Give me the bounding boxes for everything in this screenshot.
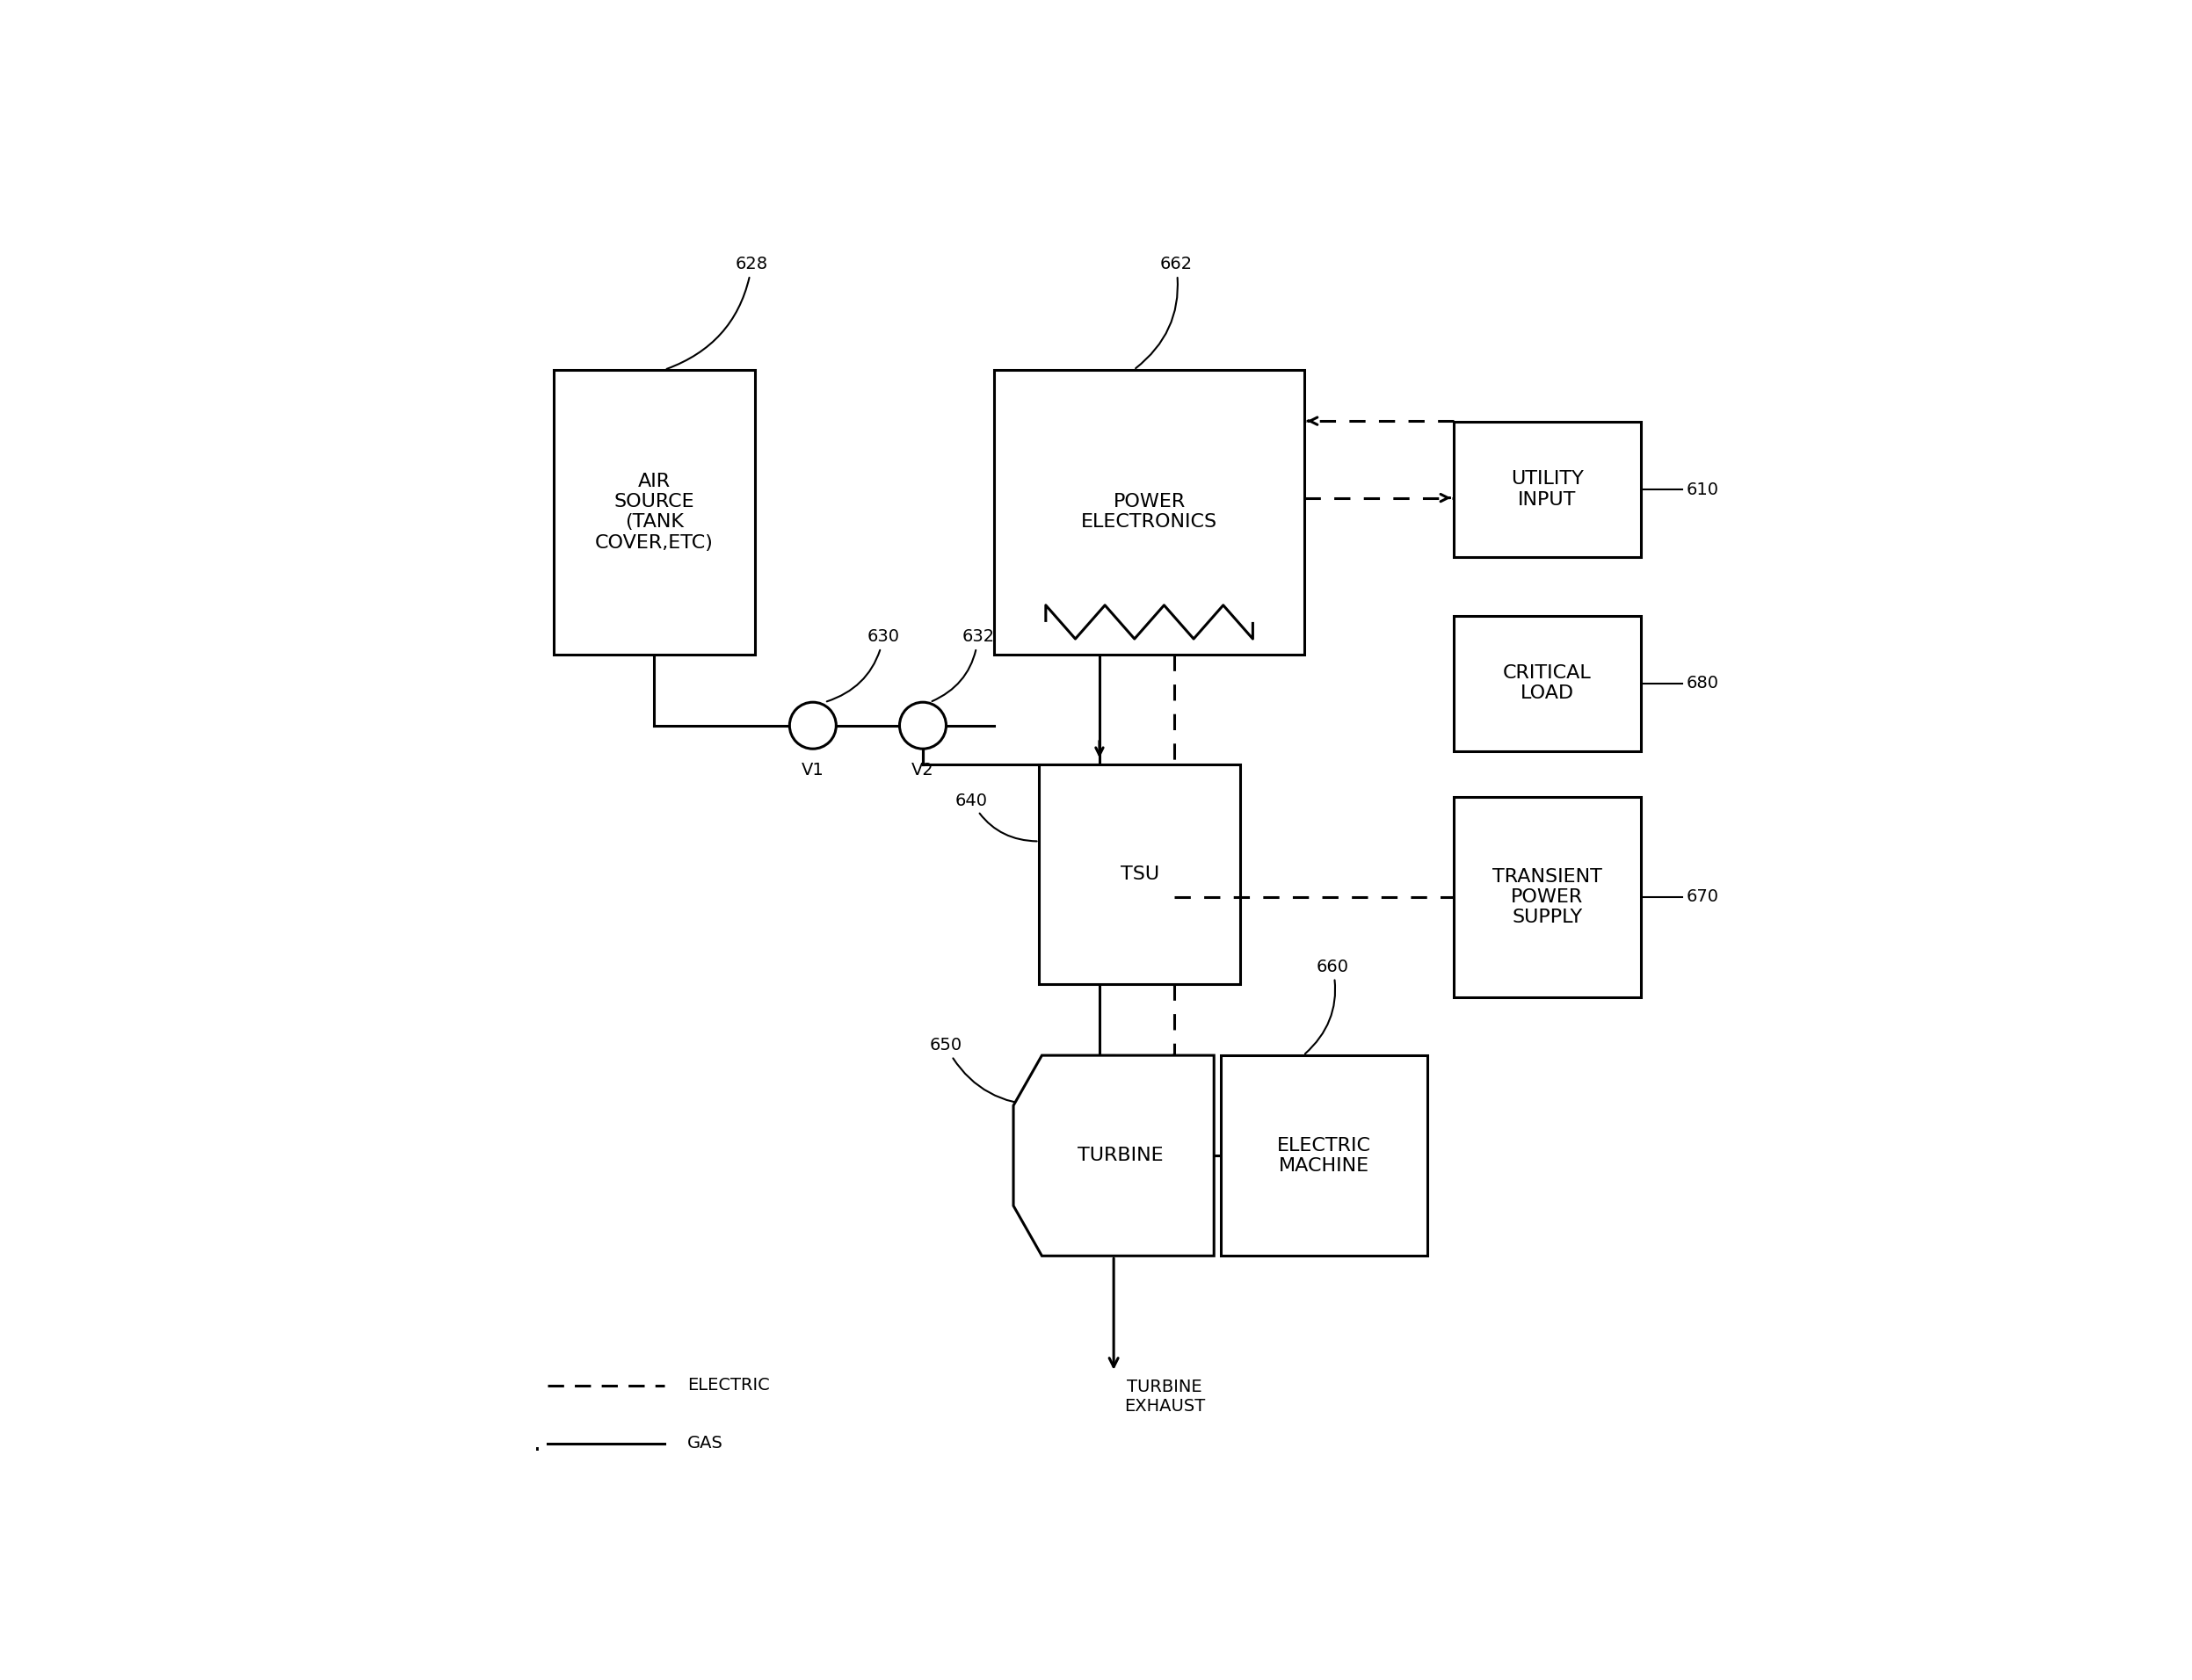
Text: 662: 662 xyxy=(1135,255,1192,368)
Bar xyxy=(1221,1055,1427,1257)
Text: POWER
ELECTRONICS: POWER ELECTRONICS xyxy=(1081,494,1217,531)
Text: 660: 660 xyxy=(1304,959,1348,1053)
Bar xyxy=(555,370,754,655)
Text: 650: 650 xyxy=(929,1037,1039,1105)
Text: V2: V2 xyxy=(912,761,934,778)
Text: 610: 610 xyxy=(1686,480,1719,497)
Text: ELECTRIC
MACHINE: ELECTRIC MACHINE xyxy=(1278,1137,1370,1174)
Text: .: . xyxy=(533,1431,541,1457)
Text: TURBINE
EXHAUST: TURBINE EXHAUST xyxy=(1124,1379,1206,1415)
Text: 680: 680 xyxy=(1686,675,1719,692)
Text: 632: 632 xyxy=(932,628,995,701)
Bar xyxy=(1453,796,1642,998)
Text: AIR
SOURCE
(TANK
COVER,ETC): AIR SOURCE (TANK COVER,ETC) xyxy=(594,472,715,551)
Text: UTILITY
INPUT: UTILITY INPUT xyxy=(1510,470,1583,509)
Polygon shape xyxy=(1013,1055,1214,1257)
Text: ELECTRIC: ELECTRIC xyxy=(688,1378,769,1394)
Bar xyxy=(1039,764,1241,984)
Text: TRANSIENT
POWER
SUPPLY: TRANSIENT POWER SUPPLY xyxy=(1493,869,1602,926)
Bar xyxy=(1453,615,1642,751)
Text: 630: 630 xyxy=(826,628,899,702)
Text: TURBINE: TURBINE xyxy=(1076,1147,1164,1164)
Text: V1: V1 xyxy=(802,761,824,778)
Circle shape xyxy=(899,702,947,749)
Text: TSU: TSU xyxy=(1120,865,1160,884)
Text: 628: 628 xyxy=(666,255,767,370)
Text: GAS: GAS xyxy=(688,1435,723,1452)
Bar xyxy=(1453,422,1642,558)
Text: 670: 670 xyxy=(1686,889,1719,906)
Circle shape xyxy=(789,702,835,749)
Text: CRITICAL
LOAD: CRITICAL LOAD xyxy=(1504,665,1591,702)
Text: 640: 640 xyxy=(956,793,1037,842)
Bar xyxy=(993,370,1304,655)
